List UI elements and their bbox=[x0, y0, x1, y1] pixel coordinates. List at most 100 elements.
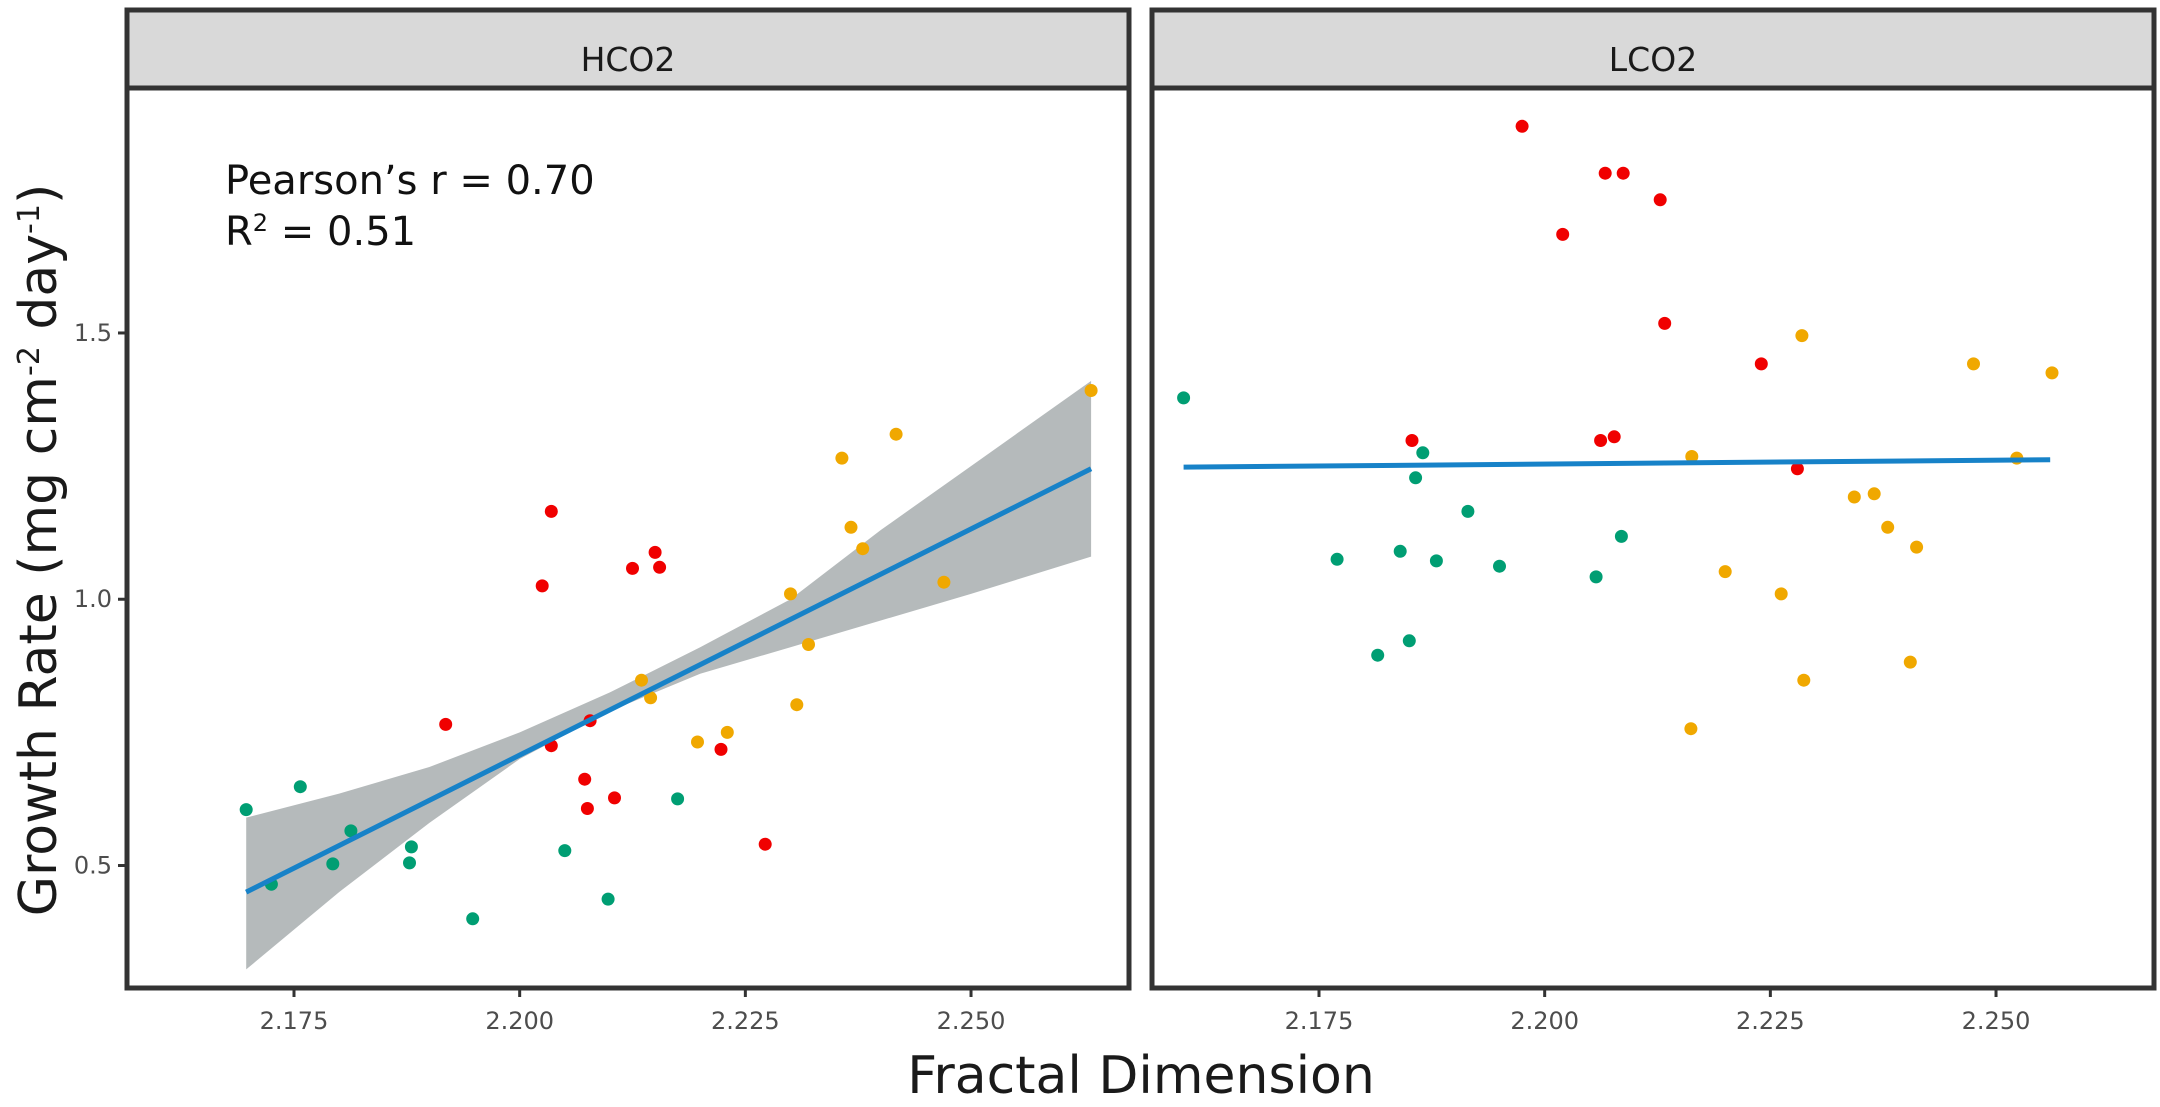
y-axis-title-sup-1: -2 bbox=[12, 346, 47, 376]
regression-line bbox=[1183, 457, 2051, 470]
data-point-teal bbox=[344, 824, 358, 838]
data-point-teal bbox=[1177, 391, 1191, 405]
data-point-red bbox=[1658, 316, 1672, 330]
data-point-orange bbox=[635, 673, 648, 687]
x-tick-label: 2.250 bbox=[1962, 1007, 2031, 1035]
data-point-teal bbox=[1589, 570, 1603, 584]
pearson-prefix: Pearson’s r = bbox=[225, 158, 506, 204]
y-axis-title-sup-2: -1 bbox=[12, 204, 47, 234]
data-point-orange bbox=[691, 735, 704, 749]
x-tick-label: 2.200 bbox=[1510, 1007, 1579, 1035]
data-point-red bbox=[439, 717, 453, 731]
data-point-orange bbox=[1685, 450, 1699, 463]
r2-prefix: R bbox=[225, 209, 253, 255]
data-point-orange bbox=[1967, 357, 1980, 371]
data-point-teal bbox=[1393, 544, 1407, 558]
data-point-red bbox=[1653, 193, 1667, 207]
data-point-orange bbox=[1774, 587, 1788, 601]
panel-lco2: LCO2 2.175 2.200 2.225 2.250 bbox=[1149, 7, 2157, 1035]
data-point-teal bbox=[1493, 559, 1506, 573]
y-axis-ticks: 0.5 1.0 1.5 bbox=[74, 319, 127, 880]
panel-hco2-strip-label: HCO2 bbox=[581, 40, 676, 79]
data-point-orange bbox=[1718, 565, 1732, 579]
data-point-red bbox=[648, 545, 662, 559]
data-point-orange bbox=[1084, 384, 1098, 397]
data-point-red bbox=[1594, 434, 1608, 447]
data-point-orange bbox=[802, 638, 815, 651]
panel-lco2-frame bbox=[1149, 85, 2157, 991]
data-point-red bbox=[544, 504, 558, 518]
data-point-red bbox=[608, 791, 621, 805]
x-tick-label: 2.175 bbox=[1285, 1007, 1354, 1035]
data-point-orange bbox=[1797, 673, 1811, 687]
data-point-teal bbox=[403, 856, 416, 870]
r2-value: 0.51 bbox=[327, 209, 416, 255]
y-axis-title: Growth Rate (mg cm-2 day-1) bbox=[9, 184, 69, 917]
data-point-teal bbox=[239, 803, 253, 817]
data-point-orange bbox=[1881, 520, 1895, 534]
data-point-red bbox=[535, 579, 549, 593]
data-point-teal bbox=[671, 792, 685, 806]
regression-line bbox=[245, 466, 1093, 895]
data-point-red bbox=[1598, 166, 1612, 180]
confidence-band-area bbox=[246, 380, 1092, 970]
data-point-orange bbox=[720, 725, 734, 739]
data-point-orange bbox=[889, 427, 903, 441]
data-point-teal bbox=[1614, 529, 1628, 543]
data-point-orange bbox=[835, 451, 849, 465]
data-point-orange bbox=[1684, 722, 1698, 736]
panel-hco2-pearson-annotation: Pearson’s r = 0.70 bbox=[225, 158, 595, 204]
data-point-teal bbox=[558, 844, 572, 858]
y-axis-title-close: ) bbox=[9, 184, 69, 204]
data-point-orange bbox=[937, 575, 951, 589]
data-point-red bbox=[580, 802, 594, 815]
y-tick-label: 0.5 bbox=[74, 852, 112, 880]
data-point-teal bbox=[293, 780, 307, 794]
data-point-orange bbox=[1867, 487, 1881, 501]
r2-suffix: = bbox=[268, 209, 327, 255]
data-point-red bbox=[758, 837, 772, 851]
pearson-value: 0.70 bbox=[506, 158, 595, 204]
data-point-red bbox=[1607, 430, 1621, 444]
x-axis-title: Fractal Dimension bbox=[907, 1046, 1375, 1106]
data-point-red bbox=[653, 560, 667, 574]
panel-hco2: HCO2 Pearson’s r = 0.70 R2 = 0.51 2.175 2… bbox=[124, 7, 1132, 1035]
x-tick-label: 2.175 bbox=[260, 1007, 329, 1035]
y-axis-title-mid: day bbox=[9, 234, 69, 346]
panel-hco2-confidence-band bbox=[246, 380, 1092, 970]
x-tick-label: 2.225 bbox=[711, 1007, 780, 1035]
y-tick-label: 1.5 bbox=[74, 319, 112, 347]
panel-lco2-points bbox=[1177, 119, 2059, 736]
data-point-teal bbox=[1409, 471, 1423, 485]
data-point-teal bbox=[1402, 634, 1416, 648]
panel-lco2-strip-label: LCO2 bbox=[1609, 40, 1697, 79]
data-point-orange bbox=[1910, 540, 1924, 554]
panel-lco2-strip bbox=[1149, 7, 2157, 91]
panel-lco2-x-axis-ticks: 2.175 2.200 2.225 2.250 bbox=[1285, 988, 2031, 1035]
y-tick-label: 1.0 bbox=[74, 585, 112, 613]
panel-hco2-x-axis-ticks: 2.175 2.200 2.225 2.250 bbox=[260, 988, 1006, 1035]
data-point-red bbox=[1754, 357, 1768, 371]
panel-hco2-points bbox=[239, 384, 1098, 926]
data-point-red bbox=[578, 772, 592, 786]
data-point-teal bbox=[326, 857, 340, 871]
data-point-orange bbox=[644, 691, 658, 705]
data-point-teal bbox=[601, 892, 615, 906]
data-point-orange bbox=[790, 698, 804, 712]
data-point-teal bbox=[466, 912, 480, 926]
x-tick-label: 2.225 bbox=[1736, 1007, 1805, 1035]
data-point-orange bbox=[1847, 490, 1861, 504]
data-point-orange bbox=[2045, 366, 2059, 380]
panel-hco2-fit-line bbox=[245, 466, 1093, 895]
data-point-orange bbox=[1795, 329, 1809, 343]
data-point-red bbox=[1556, 227, 1570, 241]
panel-lco2-fit-line bbox=[1183, 457, 2051, 470]
data-point-orange bbox=[856, 542, 870, 556]
data-point-teal bbox=[1416, 446, 1430, 460]
x-tick-label: 2.250 bbox=[937, 1007, 1006, 1035]
x-tick-label: 2.200 bbox=[485, 1007, 554, 1035]
data-point-teal bbox=[1429, 554, 1443, 568]
data-point-teal bbox=[1371, 648, 1385, 662]
panel-hco2-r2-annotation: R2 = 0.51 bbox=[225, 209, 416, 255]
